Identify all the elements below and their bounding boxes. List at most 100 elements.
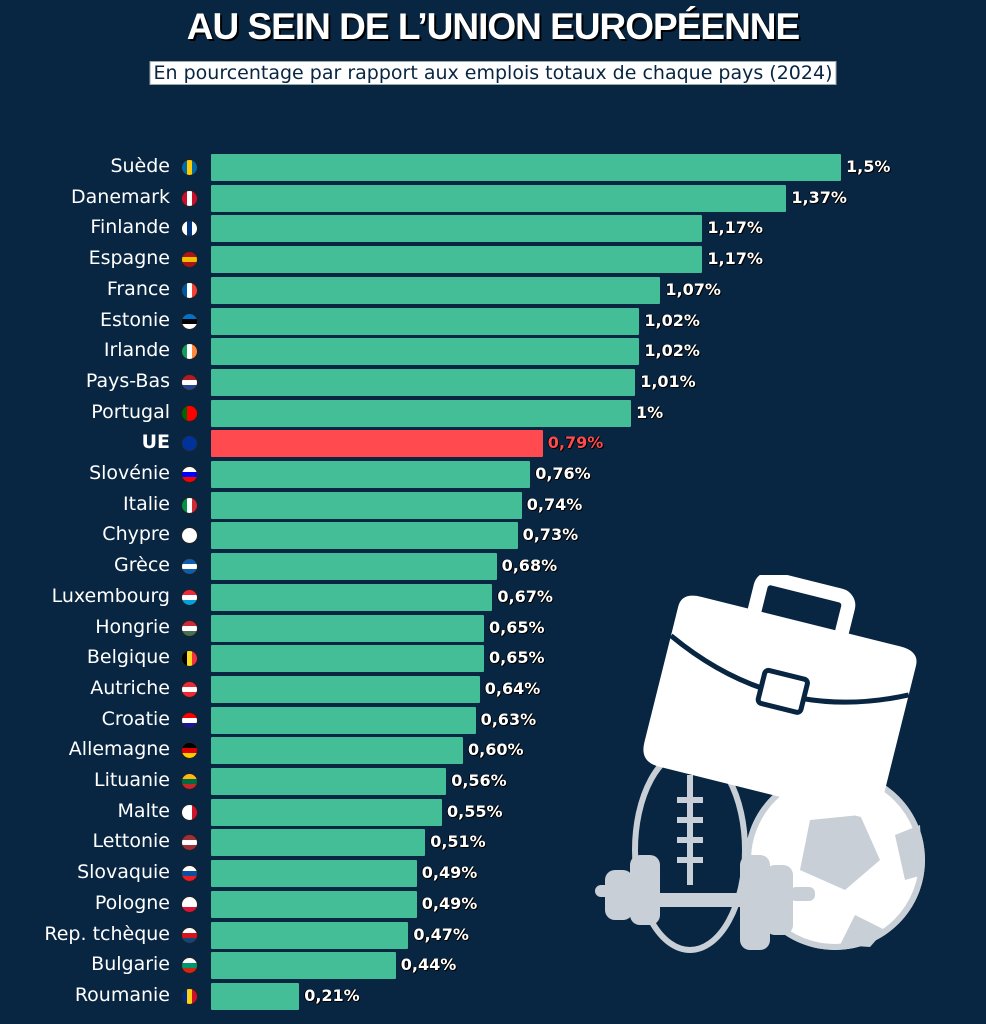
bar [211, 368, 636, 396]
flag-icon [181, 220, 198, 238]
bar-row: Chypre 0,73% [0, 521, 986, 550]
sports-work-illustration [595, 575, 925, 953]
value-label: 1% [636, 402, 664, 422]
bar [211, 522, 518, 550]
category-label: Pologne [94, 891, 170, 914]
bar [211, 215, 703, 243]
category-label: Roumanie [74, 983, 170, 1006]
flag-icon [181, 435, 198, 453]
flag-icon [181, 650, 198, 668]
bar [211, 768, 447, 795]
chart-subtitle: En pourcentage par rapport aux emplois t… [149, 61, 837, 85]
bar-row: Lettonie 0,51% [0, 828, 986, 857]
value-label: 0,55% [447, 801, 503, 821]
flag-icon [181, 803, 198, 821]
value-label: 0,56% [451, 771, 507, 790]
flag-icon [181, 496, 198, 514]
value-label: 0,73% [522, 525, 579, 545]
category-label: Irlande [103, 339, 170, 362]
flag-icon [181, 251, 198, 269]
bar-row: Pologne 0,49% [0, 890, 986, 918]
value-label: 0,67% [497, 586, 553, 606]
category-label: Danemark [71, 185, 170, 208]
category-label: Bulgarie [91, 953, 170, 976]
value-label: 0,65% [489, 617, 545, 637]
category-label: Pays-Bas [85, 369, 170, 392]
flag-icon [181, 957, 198, 975]
value-label: 0,68% [501, 556, 558, 576]
bar [211, 184, 787, 212]
bar-row: Danemark 1,37% [0, 184, 986, 212]
bar-row: Pays-Bas 1,01% [0, 368, 986, 396]
category-label: Espagne [88, 247, 170, 270]
bar [211, 553, 497, 581]
bar [211, 890, 417, 918]
bar-row: Luxembourg 0,67% [0, 583, 986, 611]
flag-icon [181, 343, 198, 361]
flag-icon [181, 312, 198, 330]
bar-row: Croatie 0,63% [0, 706, 986, 734]
bar-row: Suède 1,5% [0, 153, 986, 181]
bar-row: Slovaquie 0,49% [0, 859, 986, 888]
category-label: Luxembourg [51, 584, 170, 607]
flag-icon [181, 895, 198, 913]
bar [211, 430, 543, 458]
bar-row: Rep. tchèque 0,47% [0, 921, 986, 949]
flag-icon [181, 711, 198, 729]
flag-icon [181, 281, 198, 299]
bar-row: Estonie 1,02% [0, 307, 986, 335]
bar-row: UE 0,79% [0, 429, 986, 458]
category-label: Italie [123, 492, 170, 515]
category-label: Croatie [101, 707, 170, 730]
bar [211, 829, 426, 857]
bar [211, 952, 396, 980]
bar-row: Italie 0,74% [0, 491, 986, 519]
bar-row: Allemagne 0,60% [0, 736, 986, 765]
bar-row: Espagne 1,17% [0, 245, 986, 274]
flag-icon [181, 773, 198, 790]
category-label: UE [141, 431, 170, 454]
flag-icon [181, 619, 198, 637]
flag-icon [181, 558, 198, 576]
bar-row: Malte 0,55% [0, 798, 986, 826]
value-label: 1,5% [846, 157, 891, 176]
value-label: 1,17% [707, 249, 763, 269]
category-label: Chypre [102, 523, 170, 546]
bar-row: Irlande 1,02% [0, 337, 986, 366]
flag-icon [181, 189, 198, 207]
bar [211, 614, 484, 642]
category-label: Belgique [86, 646, 170, 669]
value-label: 0,21% [304, 985, 360, 1005]
chart-title: AU SEIN DE L’UNION EUROPÉENNE [186, 6, 800, 47]
flag-icon [181, 680, 198, 698]
category-label: Portugal [91, 400, 170, 423]
bar [211, 583, 493, 611]
bar-row: Portugal 1% [0, 399, 986, 427]
bar [211, 461, 531, 488]
bar-row: France 1,07% [0, 276, 986, 304]
value-label: 0,47% [413, 924, 469, 944]
value-label: 1,07% [665, 279, 721, 299]
flag-icon [181, 527, 198, 545]
bar [211, 737, 463, 765]
bar-row: Hongrie 0,65% [0, 614, 986, 642]
bar [211, 860, 417, 888]
flag-icon [181, 865, 198, 883]
flag-icon [181, 987, 198, 1005]
category-label: Autriche [90, 676, 170, 699]
bar [211, 338, 640, 366]
value-label: 0,79% [547, 433, 604, 453]
category-label: Hongrie [95, 615, 170, 638]
category-label: Suède [110, 155, 170, 177]
bar [211, 675, 480, 703]
bar [211, 399, 631, 427]
bar-row: Finlande 1,17% [0, 214, 986, 243]
bar-row: Lituanie 0,56% [0, 767, 986, 795]
bar-row: Autriche 0,64% [0, 675, 986, 703]
bar [211, 706, 476, 734]
category-label: Allemagne [68, 738, 170, 761]
value-label: 1,37% [791, 187, 847, 207]
bar [211, 307, 640, 335]
category-label: Slovénie [89, 462, 170, 484]
